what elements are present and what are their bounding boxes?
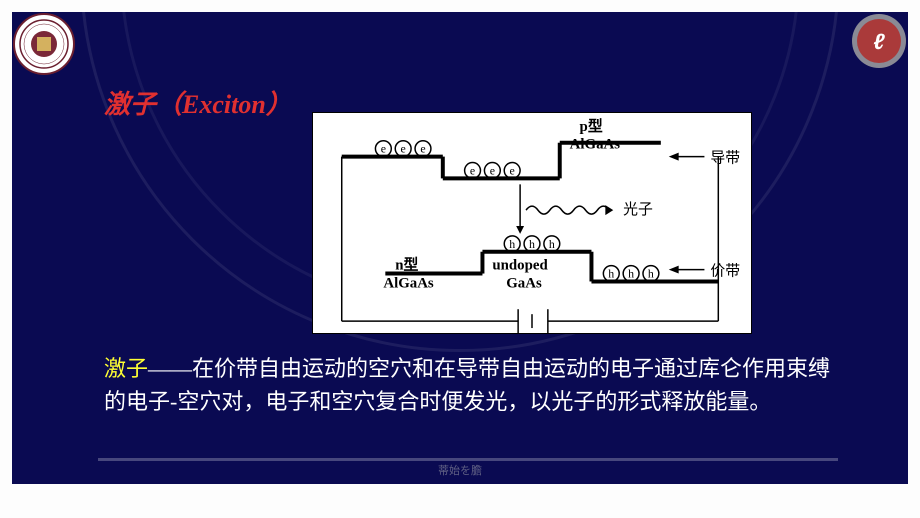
svg-text:undoped: undoped — [492, 258, 548, 274]
svg-text:GaAs: GaAs — [506, 275, 542, 291]
svg-text:e: e — [401, 142, 406, 156]
svg-text:AlGaAs: AlGaAs — [383, 275, 434, 291]
svg-text:h: h — [608, 267, 614, 281]
band-diagram: e e e e e e h h h h h h — [312, 112, 752, 334]
svg-text:ℓ: ℓ — [873, 29, 885, 54]
body-key-term: 激子 — [104, 356, 148, 381]
footer-watermark: 蒂始を膽 — [438, 462, 482, 478]
svg-text:h: h — [509, 237, 515, 251]
svg-text:价带: 价带 — [710, 263, 740, 280]
body-text: 激子——在价带自由运动的空穴和在导带自由运动的电子通过库仑作用束缚的电子-空穴对… — [104, 352, 844, 418]
svg-text:e: e — [510, 163, 515, 177]
svg-text:e: e — [470, 163, 475, 177]
svg-text:n型: n型 — [395, 256, 418, 274]
svg-text:h: h — [549, 237, 555, 251]
university-logo-left — [12, 12, 76, 76]
underline-bar — [98, 458, 838, 461]
svg-text:p型: p型 — [580, 117, 603, 135]
svg-text:AlGaAs: AlGaAs — [570, 137, 621, 153]
svg-text:光子: 光子 — [623, 201, 653, 218]
svg-text:h: h — [628, 267, 634, 281]
slide: ℓ 激子（Exciton） — [12, 12, 908, 484]
slide-title: 激子（Exciton） — [104, 84, 292, 121]
svg-text:e: e — [420, 142, 425, 156]
logo-right: ℓ — [850, 12, 908, 70]
body-description: ——在价带自由运动的空穴和在导带自由运动的电子通过库仑作用束缚的电子-空穴对，电… — [104, 356, 830, 414]
svg-text:e: e — [381, 142, 386, 156]
svg-text:h: h — [648, 267, 654, 281]
svg-text:h: h — [529, 237, 535, 251]
svg-text:e: e — [490, 163, 495, 177]
svg-text:导带: 导带 — [710, 150, 740, 167]
